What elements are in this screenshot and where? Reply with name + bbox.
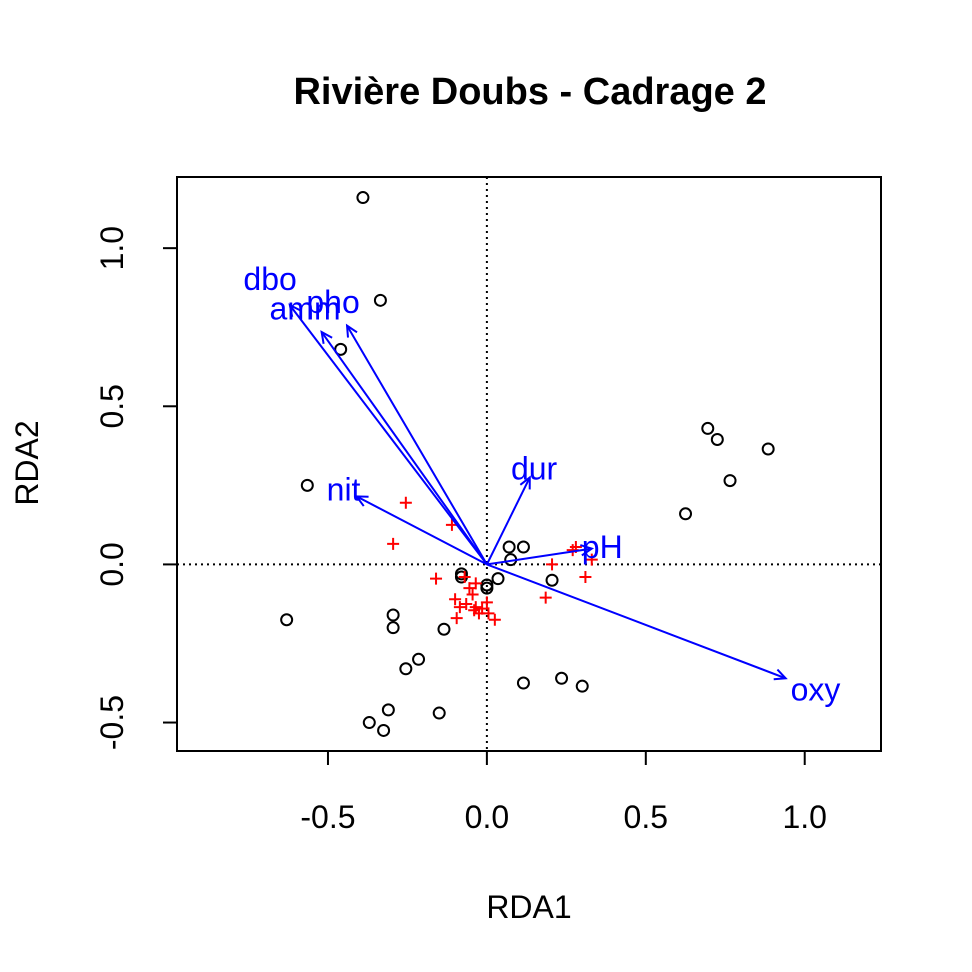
site-point <box>491 572 505 586</box>
site-point <box>373 293 387 307</box>
arrow-label-nit: nit <box>327 472 361 508</box>
site-point <box>386 608 400 622</box>
site-point <box>399 662 413 676</box>
arrow-label-dbo: dbo <box>243 261 296 297</box>
arrowhead-dur <box>519 475 531 490</box>
x-axis-label: RDA1 <box>486 889 571 925</box>
site-point <box>381 703 395 717</box>
x-tick-label: 0.5 <box>624 799 668 835</box>
site-point <box>723 474 737 488</box>
site-point <box>575 679 589 693</box>
site-point <box>386 621 400 635</box>
site-point <box>502 540 516 554</box>
site-point <box>701 421 715 435</box>
species-point <box>579 571 592 584</box>
arrow-label-amm: amm <box>270 291 341 327</box>
species-point <box>399 496 412 509</box>
site-point <box>412 652 426 666</box>
species-point <box>469 577 482 590</box>
site-point <box>516 540 530 554</box>
species-point <box>476 602 489 615</box>
site-point <box>480 581 494 595</box>
arrowhead-nit <box>354 495 369 507</box>
species-point <box>539 591 552 604</box>
arrow-label-dur: dur <box>511 451 558 487</box>
species-point <box>480 596 493 609</box>
y-tick-label: 0.0 <box>94 542 130 586</box>
species-point <box>450 612 463 625</box>
y-tick-label: -0.5 <box>94 695 130 750</box>
species-point <box>463 582 476 595</box>
arrowhead-pho <box>345 323 358 338</box>
species-point <box>585 553 598 566</box>
site-point <box>280 613 294 627</box>
site-point <box>300 478 314 492</box>
site-point <box>710 432 724 446</box>
arrow-oxy <box>486 563 787 680</box>
arrowhead-amm <box>320 330 333 344</box>
arrowhead-pH <box>580 544 595 557</box>
arrowhead-oxy <box>773 668 788 681</box>
species-point <box>449 593 462 606</box>
x-tick-label: 1.0 <box>782 799 826 835</box>
y-tick-label: 1.0 <box>94 226 130 270</box>
species-point <box>482 607 495 620</box>
x-tick-label: 0.0 <box>465 799 509 835</box>
site-point <box>761 442 775 456</box>
chart-title: Rivière Doubs - Cadrage 2 <box>293 71 766 113</box>
arrow-label-pho: pho <box>306 284 359 320</box>
site-point <box>516 676 530 690</box>
arrow-pH <box>486 547 592 566</box>
site-point <box>437 622 451 636</box>
y-axis-label: RDA2 <box>9 420 45 505</box>
arrow-label-oxy: oxy <box>791 672 841 708</box>
species-point <box>466 588 479 601</box>
arrowhead-dbo <box>288 303 301 318</box>
species-point <box>488 613 501 626</box>
species-point <box>469 601 482 614</box>
site-point <box>679 507 693 521</box>
species-point <box>430 572 443 585</box>
site-point <box>432 706 446 720</box>
species-point <box>453 601 466 614</box>
species-point <box>546 558 559 571</box>
arrow-dbo <box>289 304 488 566</box>
arrow-amm <box>320 331 488 565</box>
arrow-nit <box>356 495 488 566</box>
species-point <box>458 571 471 584</box>
site-point <box>377 723 391 737</box>
site-point <box>545 573 559 587</box>
species-point <box>387 537 400 550</box>
arrow-label-pH: pH <box>582 529 623 565</box>
site-point <box>362 716 376 730</box>
species-point <box>460 597 473 610</box>
arrow-dur <box>485 476 531 565</box>
site-point <box>356 191 370 205</box>
y-tick-label: 0.5 <box>94 384 130 428</box>
arrow-pho <box>346 325 488 565</box>
site-point <box>555 671 569 685</box>
x-tick-label: -0.5 <box>300 799 355 835</box>
